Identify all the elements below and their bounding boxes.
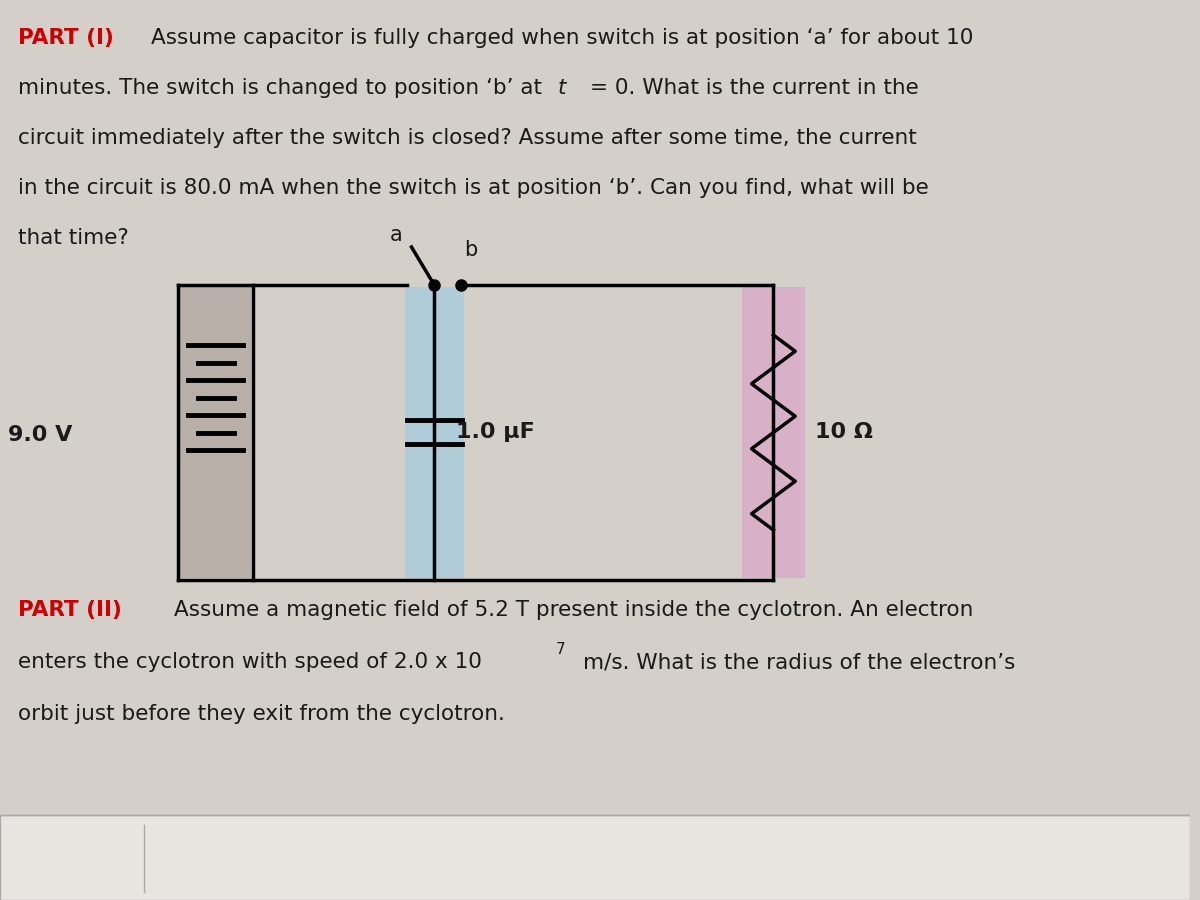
Text: that time?: that time? bbox=[18, 228, 128, 248]
Text: a: a bbox=[390, 225, 403, 245]
Text: Assume a magnetic field of 5.2 T present inside the cyclotron. An electron: Assume a magnetic field of 5.2 T present… bbox=[174, 600, 973, 620]
Text: ⌄: ⌄ bbox=[319, 851, 331, 865]
Text: PART (II): PART (II) bbox=[18, 600, 121, 620]
FancyBboxPatch shape bbox=[180, 287, 251, 578]
Text: Assume capacitor is fully charged when switch is at position ‘a’ for about 10: Assume capacitor is fully charged when s… bbox=[151, 28, 973, 48]
Text: PART (I): PART (I) bbox=[18, 28, 114, 48]
FancyBboxPatch shape bbox=[742, 287, 805, 578]
Text: minutes. The switch is changed to position ‘b’ at: minutes. The switch is changed to positi… bbox=[18, 78, 548, 98]
Text: ⌄: ⌄ bbox=[486, 851, 498, 865]
Text: σ°: σ° bbox=[679, 850, 697, 866]
FancyBboxPatch shape bbox=[404, 287, 464, 578]
Text: ⌄: ⌄ bbox=[779, 851, 790, 865]
Text: 7: 7 bbox=[556, 642, 565, 657]
Text: = 0. What is the current in the: = 0. What is the current in the bbox=[590, 78, 919, 98]
Text: ¶¶: ¶¶ bbox=[619, 850, 638, 866]
Text: circuit immediately after the switch is closed? Assume after some time, the curr: circuit immediately after the switch is … bbox=[18, 128, 917, 148]
Text: b: b bbox=[464, 240, 478, 260]
Text: ≡: ≡ bbox=[535, 849, 552, 868]
Text: enters the cyclotron with speed of 2.0 x 10: enters the cyclotron with speed of 2.0 x… bbox=[18, 652, 481, 672]
Text: ≡: ≡ bbox=[451, 849, 468, 868]
Text: 10 Ω: 10 Ω bbox=[815, 422, 872, 443]
Text: B: B bbox=[209, 849, 223, 868]
Text: 9.0 V: 9.0 V bbox=[8, 425, 72, 445]
Text: ...: ... bbox=[828, 849, 845, 867]
Text: 1.0 μF: 1.0 μF bbox=[456, 422, 535, 443]
Text: orbit just before they exit from the cyclotron.: orbit just before they exit from the cyc… bbox=[18, 704, 505, 724]
Text: m/s. What is the radius of the electron’s: m/s. What is the radius of the electron’… bbox=[583, 652, 1015, 672]
Text: +: + bbox=[744, 849, 758, 867]
Text: I: I bbox=[250, 849, 256, 868]
Text: A: A bbox=[362, 849, 376, 868]
FancyBboxPatch shape bbox=[0, 815, 1190, 900]
Text: U: U bbox=[282, 849, 296, 868]
Text: ⌄: ⌄ bbox=[154, 851, 166, 865]
Text: t: t bbox=[557, 78, 565, 98]
Text: in the circuit is 80.0 mA when the switch is at position ‘b’. Can you find, what: in the circuit is 80.0 mA when the switc… bbox=[18, 178, 929, 198]
Text: ⤢: ⤢ bbox=[893, 849, 904, 868]
Text: ⌄: ⌄ bbox=[570, 851, 582, 865]
Text: Paragraph: Paragraph bbox=[25, 850, 103, 866]
Text: /: / bbox=[402, 849, 407, 867]
